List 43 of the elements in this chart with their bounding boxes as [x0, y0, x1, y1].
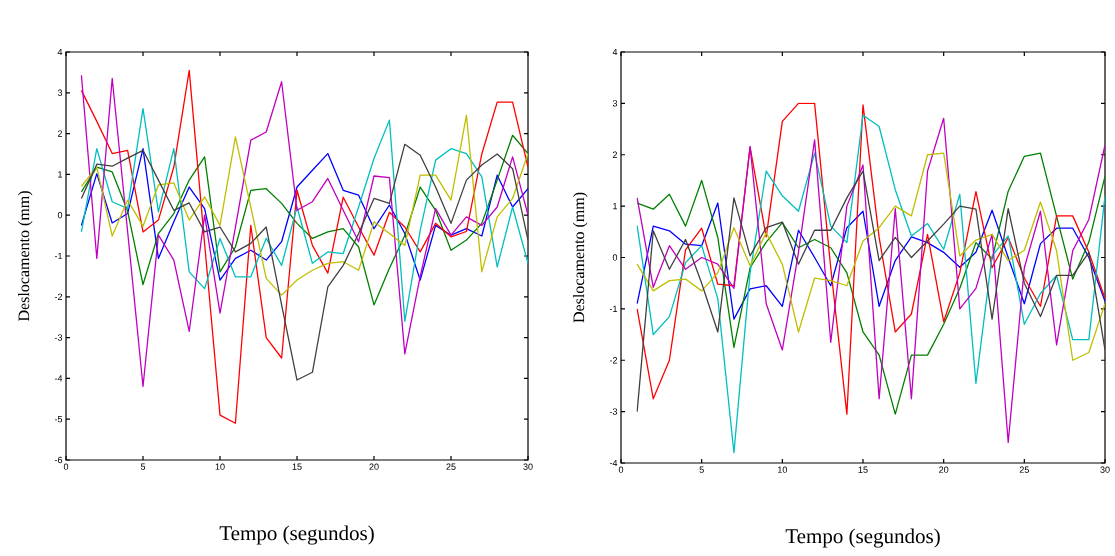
line-series — [80, 134, 529, 306]
x-tick-label: 15 — [292, 463, 302, 470]
y-tick-label: 0 — [612, 254, 618, 261]
x-axis-title: Tempo (segundos) — [785, 528, 940, 548]
y-tick-label: 1 — [58, 171, 63, 178]
line-series — [636, 152, 1105, 361]
line-series — [80, 148, 529, 281]
x-tick-label: 20 — [939, 466, 949, 473]
y-tick-label: 3 — [57, 89, 63, 96]
y-tick-label: -2 — [609, 357, 618, 364]
y-axis-title: Deslocamento (mm) — [572, 192, 588, 323]
y-tick-label: 1 — [613, 203, 618, 210]
y-tick-label: -4 — [54, 375, 63, 382]
y-tick-label: 2 — [612, 151, 618, 158]
y-tick-label: 3 — [612, 100, 618, 107]
x-tick-label: 0 — [63, 463, 69, 470]
x-tick-label: 30 — [523, 463, 533, 470]
y-tick-label: 2 — [57, 130, 63, 137]
x-tick-label: 0 — [618, 466, 624, 473]
x-tick-label: 15 — [858, 466, 868, 473]
x-axis-title: Tempo (segundos) — [219, 525, 374, 545]
x-tick-label: 10 — [778, 466, 787, 473]
x-tick-label: 5 — [699, 466, 704, 473]
line-series — [80, 143, 529, 381]
y-tick-label: -3 — [54, 334, 63, 341]
y-tick-label: -1 — [54, 252, 63, 260]
x-tick-label: 25 — [1019, 466, 1029, 473]
y-tick-label: 4 — [57, 48, 63, 56]
y-tick-label: -2 — [54, 293, 63, 300]
y-tick-label: -4 — [609, 459, 618, 467]
x-tick-label: 25 — [446, 463, 456, 470]
y-axis-title: Deslocamento (mm) — [17, 191, 33, 322]
y-tick-label: 4 — [612, 48, 618, 56]
x-tick-label: 20 — [369, 463, 379, 470]
x-tick-label: 10 — [215, 463, 225, 470]
x-tick-label: 5 — [140, 463, 146, 470]
y-tick-label: -3 — [609, 408, 618, 415]
x-tick-label: 30 — [1100, 466, 1110, 473]
y-tick-label: 0 — [57, 211, 63, 219]
y-tick-label: -5 — [54, 416, 63, 423]
line-series — [636, 202, 1105, 320]
y-tick-label: -1 — [609, 305, 618, 312]
y-tick-label: -6 — [54, 456, 63, 464]
